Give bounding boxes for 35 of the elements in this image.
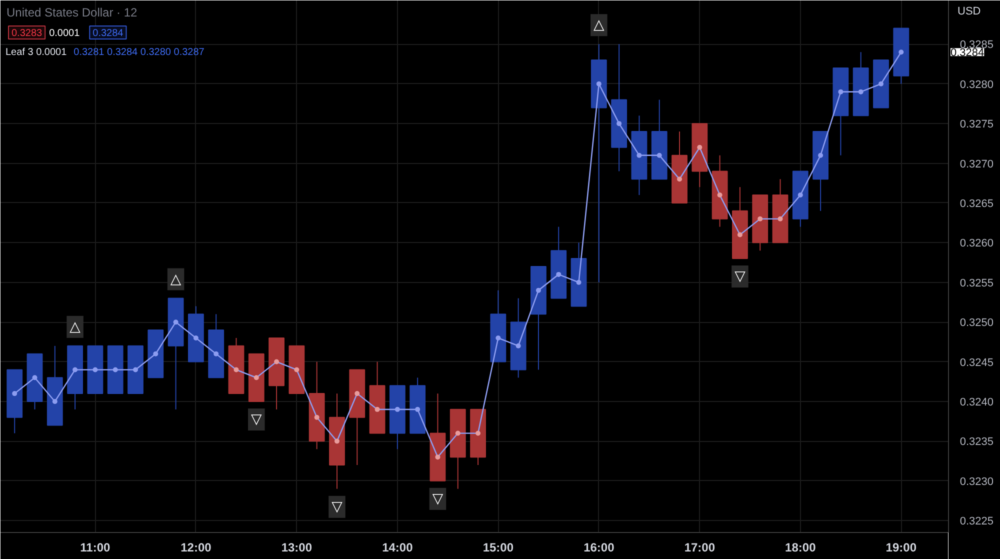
y-tick-label: 0.3255 xyxy=(960,277,994,290)
annotation: △ xyxy=(70,318,81,335)
x-tick-label: 12:00 xyxy=(180,540,212,554)
annotation: ▽ xyxy=(734,268,746,285)
y-tick-label: 0.3280 xyxy=(960,78,994,91)
x-tick-label: 18:00 xyxy=(785,540,816,554)
annotation: ▽ xyxy=(251,411,262,428)
x-tick-label: 19:00 xyxy=(886,540,917,554)
annotation: △ xyxy=(594,17,605,34)
annotation: 0.3283 xyxy=(12,28,43,39)
annotation: ▽ xyxy=(332,498,343,515)
annotation: Leaf 3 0.0001 xyxy=(6,47,68,58)
y-tick-label: 0.3245 xyxy=(960,356,994,369)
text: United States Dollar · 12 xyxy=(6,6,138,20)
y-tick-label: 0.3260 xyxy=(960,238,994,250)
y-tick-label: 0.3275 xyxy=(960,118,994,131)
x-tick-label: 15:00 xyxy=(482,540,514,554)
y-tick-label: 0.3265 xyxy=(960,198,994,210)
annotation: 0.0001 xyxy=(49,28,80,39)
y-axis-title: USD xyxy=(958,6,981,18)
y-tick-label: 0.3270 xyxy=(960,158,994,170)
annotation: △ xyxy=(170,271,182,288)
y-tick-label: 0.3240 xyxy=(960,396,994,408)
annotation: 0.3284 xyxy=(92,28,124,39)
annotation: 0.3281 0.3284 0.3280 0.3287 xyxy=(74,47,205,58)
x-tick-label: 17:00 xyxy=(684,540,716,554)
x-tick-label: 16:00 xyxy=(584,540,615,554)
y-tick-label: 0.3225 xyxy=(960,516,994,528)
y-tick-label: 0.3230 xyxy=(960,476,994,488)
annotation: ▽ xyxy=(432,490,444,507)
x-tick-label: 13:00 xyxy=(281,540,312,554)
x-tick-label: 14:00 xyxy=(382,540,414,554)
x-tick-label: 11:00 xyxy=(80,540,111,554)
y-tick-label: 0.3250 xyxy=(960,317,994,330)
y-tick-label: 0.3235 xyxy=(960,436,994,448)
